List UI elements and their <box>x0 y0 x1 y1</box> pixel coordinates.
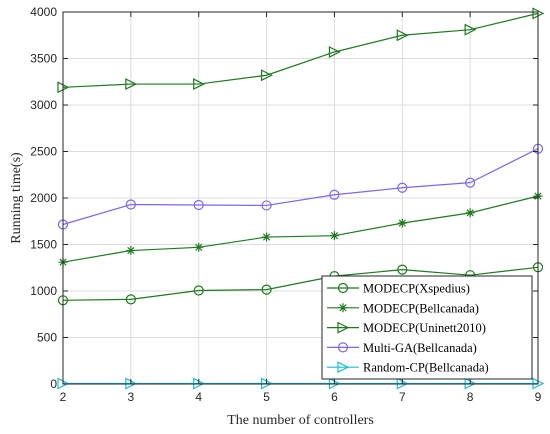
data-point <box>328 46 341 58</box>
y-tick-label: 500 <box>37 331 57 345</box>
legend-label: MODECP(Xspedius) <box>363 282 470 296</box>
data-point <box>261 200 272 211</box>
data-point <box>126 246 136 256</box>
data-point <box>260 69 273 82</box>
data-point <box>193 199 204 211</box>
data-point <box>125 78 138 91</box>
y-tick-label: 3500 <box>30 52 57 66</box>
x-tick-label: 6 <box>331 390 338 404</box>
data-point <box>397 182 408 193</box>
legend-label: Multi-GA(Bellcanada) <box>363 341 477 355</box>
legend-entry: MODECP(Xspedius) <box>327 282 470 296</box>
data-point <box>465 208 475 218</box>
x-tick-label: 2 <box>60 390 67 404</box>
x-tick-label: 5 <box>263 390 270 404</box>
data-point <box>397 218 407 228</box>
legend-swatch-marker <box>337 282 349 294</box>
series-3 <box>57 143 544 230</box>
legend-entry: Random-CP(Bellcanada) <box>327 361 489 375</box>
series-line <box>62 12 539 88</box>
legend-entry: Multi-GA(Bellcanada) <box>327 341 477 355</box>
x-tick-label: 7 <box>399 390 406 404</box>
x-axis-title: The number of controllers <box>227 413 374 428</box>
data-point <box>329 189 340 200</box>
y-tick-label: 4000 <box>30 5 57 19</box>
data-point <box>397 264 408 275</box>
y-tick-label: 1500 <box>30 238 57 252</box>
data-point <box>464 23 477 36</box>
legend-swatch-marker <box>337 321 350 334</box>
data-point <box>396 29 409 42</box>
data-point <box>465 177 476 188</box>
y-tick-label: 0 <box>50 377 57 391</box>
legend-swatch-marker <box>338 303 348 313</box>
y-axis-title: Running time(s) <box>9 152 24 244</box>
data-point <box>194 242 204 252</box>
y-tick-label: 3000 <box>30 98 57 112</box>
series-line <box>62 148 539 226</box>
legend-swatch-marker <box>337 342 349 353</box>
series-layer <box>57 7 545 390</box>
x-tick-label: 9 <box>535 390 542 404</box>
data-point <box>329 231 339 241</box>
y-tick-label: 1000 <box>30 284 57 298</box>
data-point <box>261 284 272 295</box>
axis-ticks: 2 3 4 5 6 7 8 9 0 500 1000 1500 2000 2500 3000 3500 4000 <box>30 5 541 404</box>
legend-label: Random-CP(Bellcanada) <box>363 361 489 375</box>
data-point <box>193 78 206 91</box>
series-line <box>62 266 539 301</box>
x-tick-label: 3 <box>128 390 135 404</box>
data-point <box>262 232 272 242</box>
legend-entry: MODECP(Uninett2010) <box>327 321 486 335</box>
x-tick-label: 4 <box>195 390 202 404</box>
data-point <box>125 294 136 305</box>
legend-label: MODECP(Bellcanada) <box>363 301 479 315</box>
legend-entry: MODECP(Bellcanada) <box>327 301 479 315</box>
y-tick-label: 2000 <box>30 191 57 205</box>
legend-label: MODECP(Uninett2010) <box>363 321 486 335</box>
legend: MODECP(Xspedius) MODECP(Bellcanada) MODECP… <box>321 275 533 380</box>
series-line <box>62 195 539 263</box>
y-tick-label: 2500 <box>30 145 57 159</box>
legend-swatch-marker <box>337 361 350 374</box>
data-point <box>193 285 204 296</box>
data-point <box>125 199 136 210</box>
x-tick-label: 8 <box>467 390 474 404</box>
